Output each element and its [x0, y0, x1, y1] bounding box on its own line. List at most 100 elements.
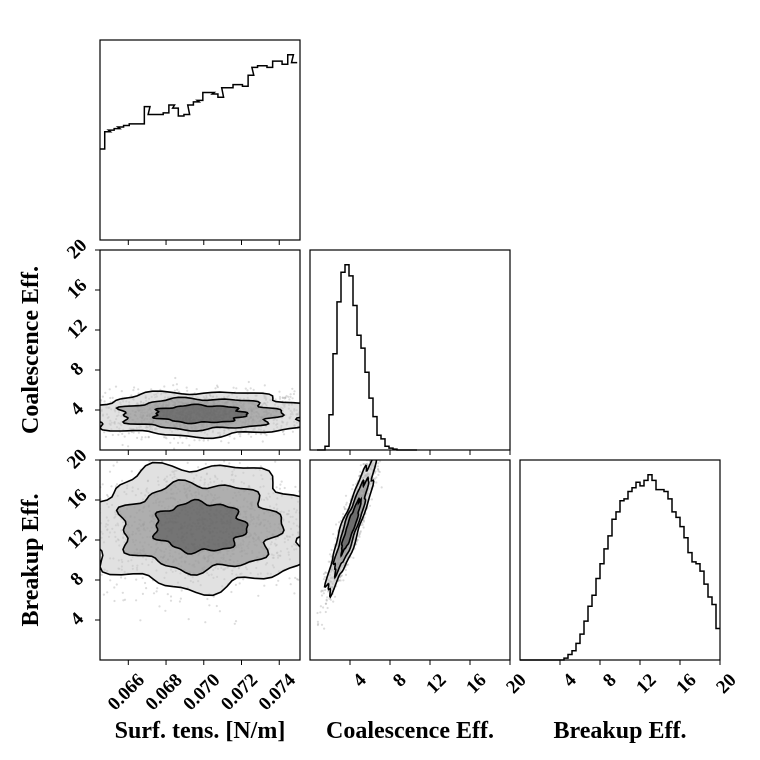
sample-point: [279, 483, 282, 486]
histogram-step-line: [317, 264, 417, 451]
sample-point: [238, 582, 241, 585]
histogram-bar: [636, 482, 640, 660]
sample-point: [323, 575, 326, 579]
sample-point: [244, 387, 247, 390]
sample-point: [86, 426, 88, 428]
histogram-bar: [592, 595, 596, 660]
sample-point: [320, 528, 322, 530]
sample-point: [87, 415, 89, 417]
sample-point: [112, 464, 115, 467]
histogram-bar: [600, 563, 604, 660]
sample-point: [362, 463, 365, 466]
sample-point: [177, 441, 180, 444]
sample-point: [101, 483, 104, 486]
sample-point: [148, 460, 151, 463]
sample-point: [328, 597, 331, 600]
sample-point: [363, 463, 366, 466]
sample-point: [265, 434, 268, 437]
sample-point: [249, 387, 252, 390]
sample-point: [136, 436, 139, 439]
sample-point: [288, 398, 291, 401]
sample-point: [325, 599, 328, 602]
sample-point: [106, 495, 110, 498]
sample-point: [130, 394, 133, 397]
x-tick-label-coal: 12: [422, 670, 450, 698]
histogram-bar: [604, 548, 608, 660]
sample-point: [220, 440, 223, 443]
histogram-bar: [117, 127, 124, 240]
sample-point: [307, 404, 309, 406]
sample-point: [380, 432, 382, 434]
sample-point: [122, 599, 125, 602]
sample-point: [218, 610, 221, 613]
sample-point: [236, 456, 238, 458]
sample-point: [202, 439, 205, 442]
sample-point: [294, 485, 297, 488]
sample-point: [158, 605, 161, 608]
histogram-bar: [144, 106, 150, 240]
sample-point: [144, 436, 147, 439]
sample-point: [166, 457, 168, 459]
sample-point: [291, 397, 294, 400]
sample-point: [283, 486, 286, 490]
sample-point: [322, 404, 324, 406]
sample-point: [223, 460, 226, 463]
sample-point: [342, 512, 345, 516]
sample-point: [319, 611, 322, 614]
sample-point: [378, 426, 380, 428]
sample-point: [304, 401, 306, 403]
sample-point: [327, 605, 329, 607]
sample-point: [310, 536, 312, 538]
sample-point: [322, 589, 325, 592]
sample-point: [324, 571, 327, 574]
sample-point: [233, 437, 236, 440]
sample-point: [172, 384, 175, 387]
y-tick-label-coal: 16: [63, 275, 91, 303]
sample-point: [321, 423, 323, 425]
sample-point: [91, 429, 93, 431]
x-tick-label-surf: 0.066: [104, 670, 149, 715]
sample-point: [130, 470, 133, 473]
sample-point: [306, 410, 308, 412]
scatter-surf-vs-coal: [49, 376, 324, 459]
histogram-bar: [377, 435, 381, 450]
sample-point: [175, 383, 178, 386]
sample-point: [304, 516, 306, 518]
sample-point: [103, 400, 106, 403]
sample-point: [359, 531, 362, 534]
sample-point: [206, 597, 209, 601]
sample-point: [281, 396, 284, 399]
sample-point: [328, 553, 332, 556]
sample-point: [288, 577, 291, 580]
sample-point: [316, 413, 318, 415]
histogram-bar: [640, 485, 644, 660]
sample-point: [275, 486, 278, 489]
sample-point: [60, 469, 62, 471]
histogram-bar: [217, 97, 224, 240]
histogram-bar: [373, 416, 377, 450]
sample-point: [180, 589, 183, 592]
sample-point: [78, 432, 80, 434]
sample-point: [358, 533, 361, 536]
sample-point: [320, 623, 324, 626]
sample-point: [370, 498, 373, 501]
sample-point: [318, 493, 320, 495]
x-tick-label-surf: 0.068: [142, 670, 187, 715]
sample-point: [370, 456, 372, 458]
sample-point: [169, 595, 173, 598]
x-tick-label-surf: 0.074: [255, 669, 300, 714]
sample-point: [317, 622, 320, 625]
sample-point: [324, 610, 327, 614]
scatter-surf-vs-break: [60, 415, 329, 625]
sample-point: [340, 574, 343, 578]
sample-point: [163, 385, 166, 388]
sample-point: [306, 514, 308, 516]
sample-point: [121, 479, 124, 482]
sample-point: [285, 394, 288, 398]
sample-point: [49, 423, 51, 425]
sample-point: [216, 386, 219, 389]
sample-point: [326, 606, 329, 610]
sample-point: [207, 439, 210, 442]
sample-point: [375, 476, 378, 479]
sample-point: [312, 464, 314, 466]
